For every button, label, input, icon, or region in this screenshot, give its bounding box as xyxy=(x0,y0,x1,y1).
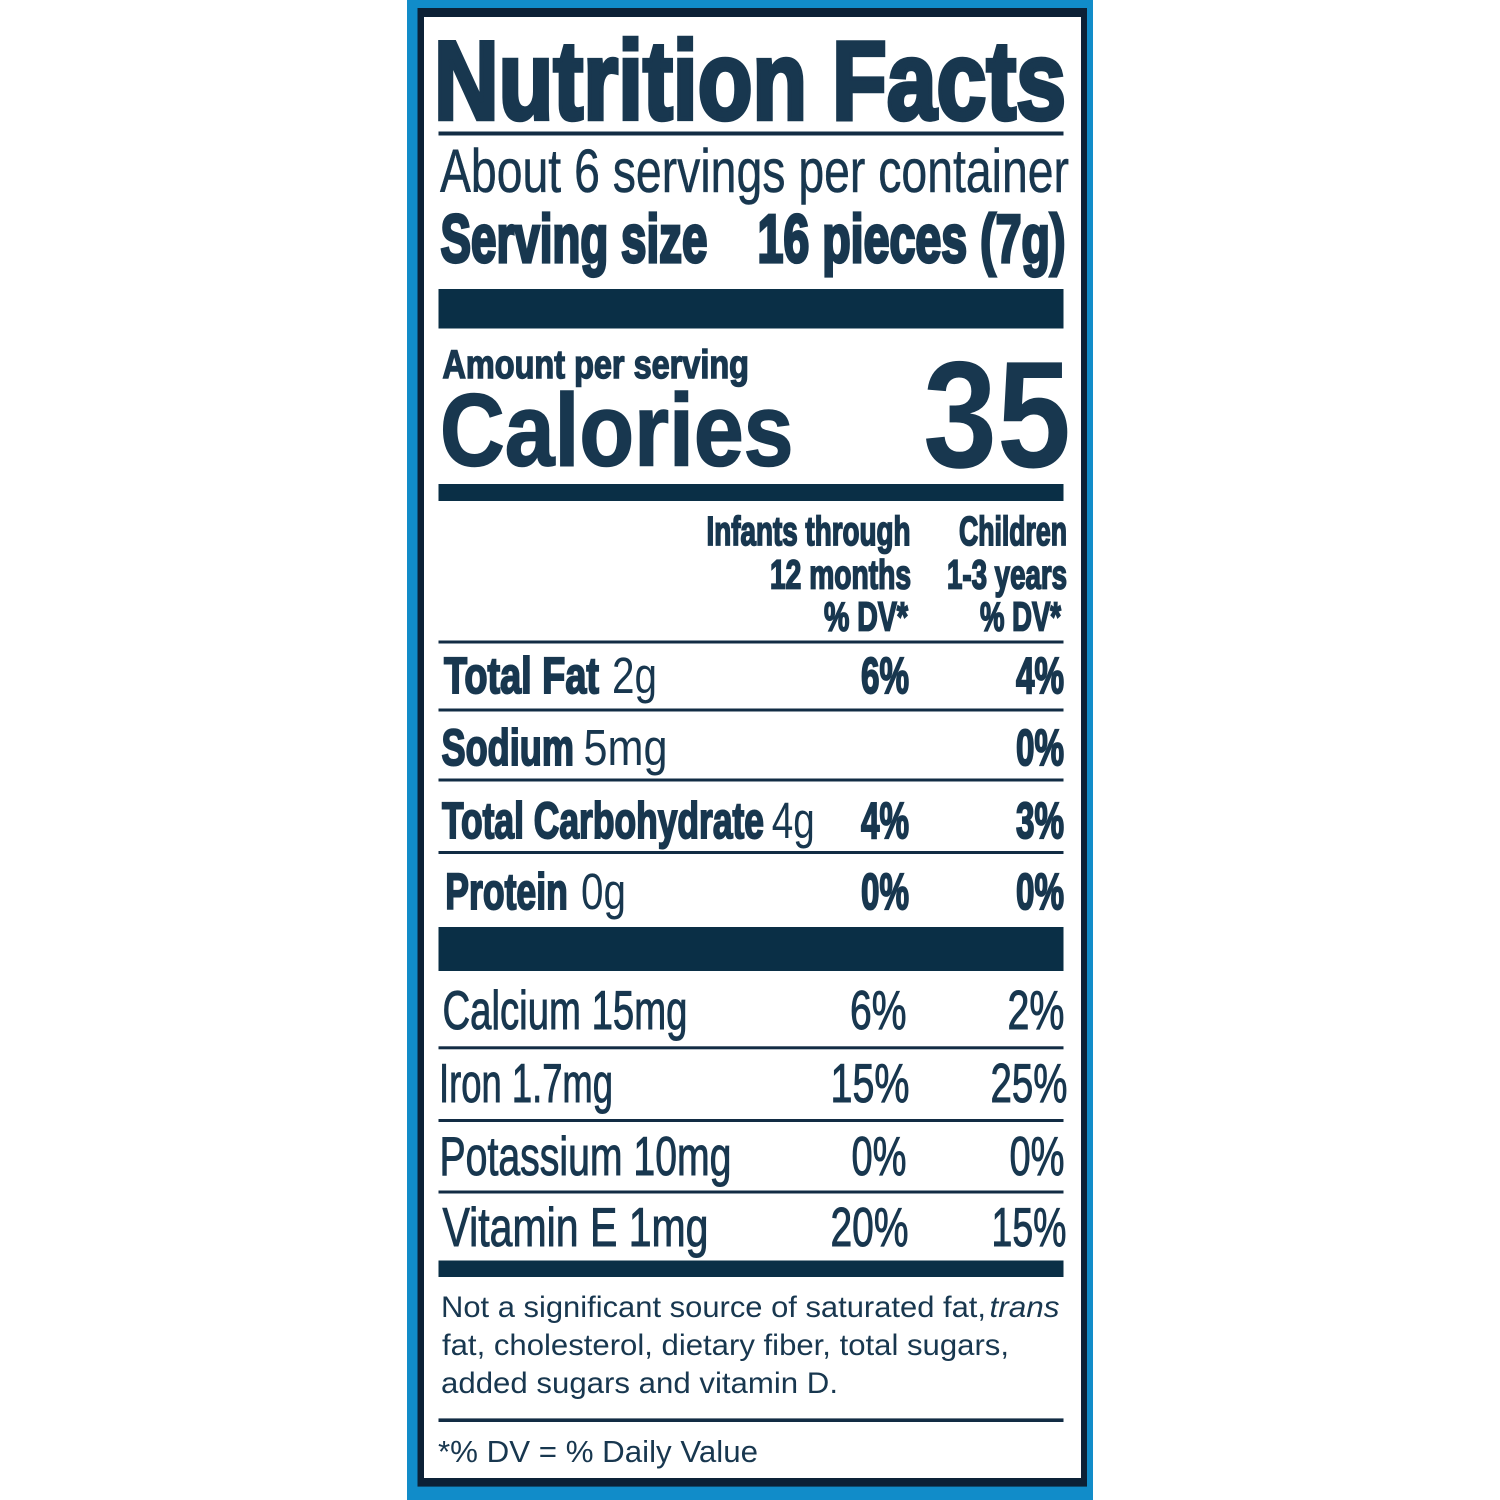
svg-text:4%: 4% xyxy=(1016,647,1064,704)
svg-text:12 months: 12 months xyxy=(770,552,911,598)
svg-text:Sodium: Sodium xyxy=(442,719,575,776)
svg-text:Iron 1.7mg: Iron 1.7mg xyxy=(439,1052,613,1114)
svg-text:0%: 0% xyxy=(852,1125,907,1187)
svg-text:0%: 0% xyxy=(1016,719,1064,776)
svg-text:Total Fat: Total Fat xyxy=(444,647,599,704)
svg-text:0%: 0% xyxy=(1010,1125,1065,1187)
svg-text:Total Carbohydrate: Total Carbohydrate xyxy=(442,792,764,849)
svg-text:% DV*: % DV* xyxy=(824,594,908,640)
svg-text:15%: 15% xyxy=(831,1052,910,1114)
svg-text:0g: 0g xyxy=(581,863,626,920)
svg-text:% DV*: % DV* xyxy=(980,594,1061,640)
svg-text:Amount per serving: Amount per serving xyxy=(443,343,750,387)
svg-text:4g: 4g xyxy=(772,792,815,849)
svg-text:1-3 years: 1-3 years xyxy=(947,552,1067,598)
svg-text:6%: 6% xyxy=(861,647,909,704)
svg-text:5mg: 5mg xyxy=(584,719,668,776)
svg-text:2%: 2% xyxy=(1008,979,1065,1041)
svg-text:Calories: Calories xyxy=(440,373,794,488)
svg-text:added sugars and vitamin D.: added sugars and vitamin D. xyxy=(441,1367,838,1400)
svg-text:2g: 2g xyxy=(612,647,657,704)
svg-text:*% DV = % Daily Value: *% DV = % Daily Value xyxy=(438,1435,758,1469)
svg-text:35: 35 xyxy=(923,330,1071,500)
svg-text:3%: 3% xyxy=(1016,792,1064,849)
svg-text:16 pieces (7g): 16 pieces (7g) xyxy=(758,202,1066,277)
svg-text:trans: trans xyxy=(990,1291,1060,1324)
svg-text:Vitamin E 1mg: Vitamin E 1mg xyxy=(443,1196,709,1258)
svg-text:25%: 25% xyxy=(991,1052,1068,1114)
svg-text:About 6 servings per container: About 6 servings per container xyxy=(440,137,1069,206)
svg-text:20%: 20% xyxy=(831,1196,909,1258)
svg-text:4%: 4% xyxy=(861,792,909,849)
svg-text:0%: 0% xyxy=(1016,863,1064,920)
svg-text:Infants through: Infants through xyxy=(707,508,911,554)
svg-text:Calcium 15mg: Calcium 15mg xyxy=(443,979,688,1041)
svg-text:Nutrition Facts: Nutrition Facts xyxy=(434,19,1066,143)
svg-text:6%: 6% xyxy=(850,979,907,1041)
svg-text:Not a significant source of sa: Not a significant source of saturated fa… xyxy=(441,1291,986,1324)
svg-text:0%: 0% xyxy=(861,863,909,920)
svg-text:Children: Children xyxy=(959,508,1067,554)
svg-text:15%: 15% xyxy=(992,1196,1067,1258)
svg-text:fat, cholesterol, dietary fibe: fat, cholesterol, dietary fiber, total s… xyxy=(442,1329,1009,1362)
svg-text:Potassium 10mg: Potassium 10mg xyxy=(440,1125,732,1187)
svg-text:Protein: Protein xyxy=(445,863,568,920)
svg-text:Serving size: Serving size xyxy=(441,202,708,277)
